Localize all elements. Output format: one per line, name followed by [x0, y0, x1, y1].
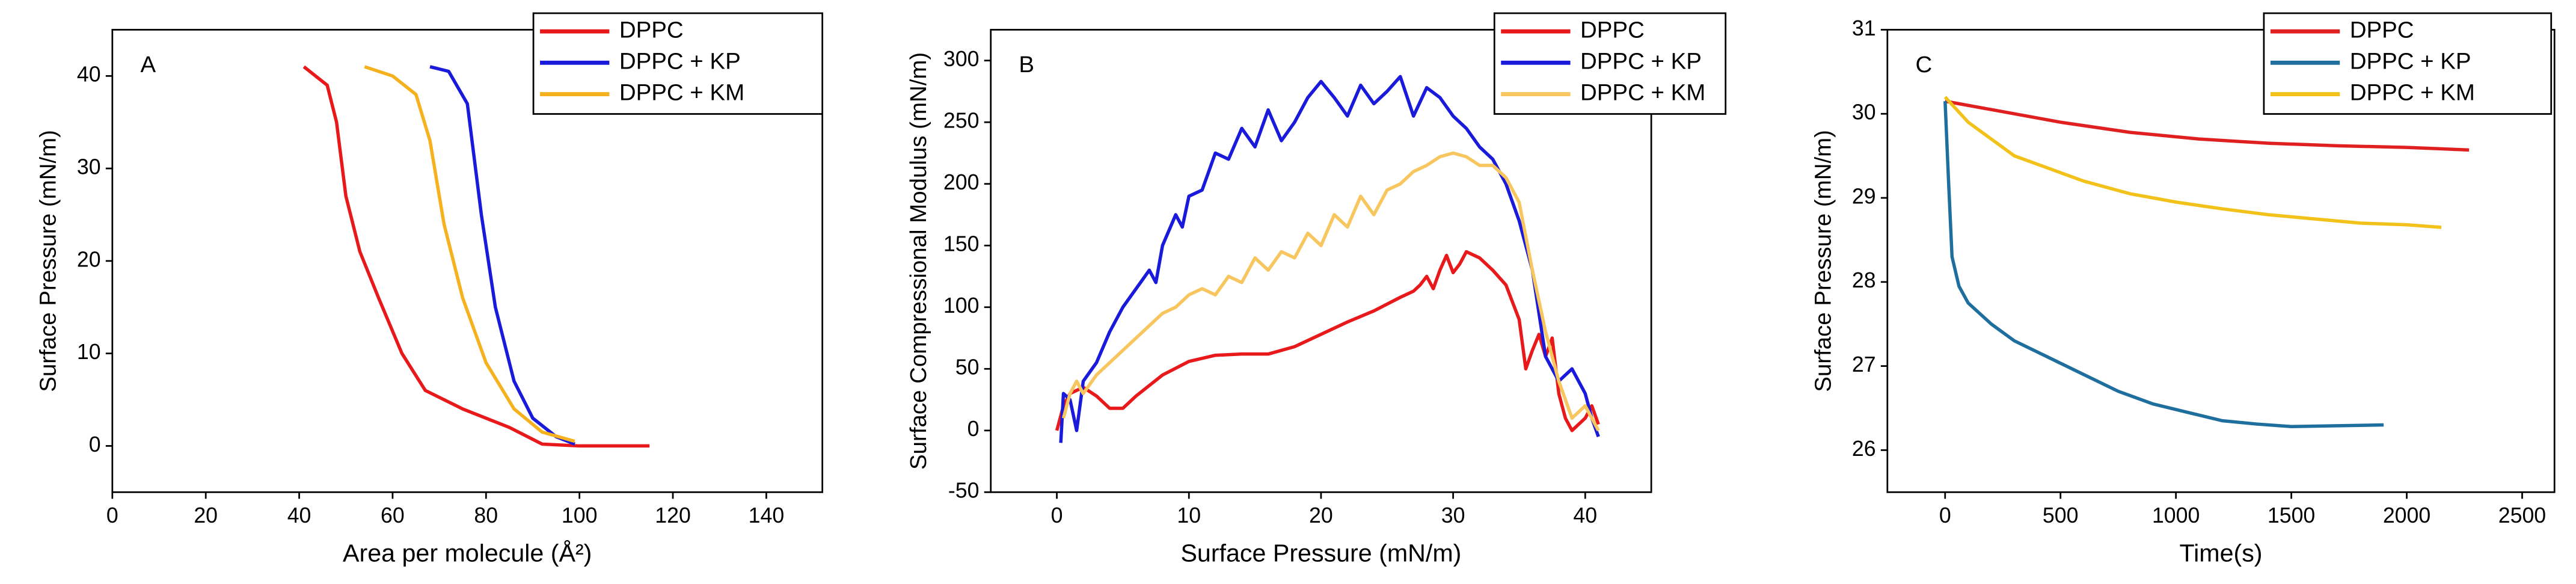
x-tick-label: 0 — [1051, 503, 1063, 527]
y-tick-label: 31 — [1852, 16, 1876, 40]
data-line — [302, 65, 650, 448]
x-tick-label: 1500 — [2268, 503, 2315, 527]
y-tick-label: 27 — [1852, 352, 1876, 377]
legend-label: DPPC + KP — [619, 49, 741, 75]
y-tick-label: 200 — [943, 170, 980, 194]
x-tick-label: 1000 — [2152, 503, 2200, 527]
x-tick-label: 20 — [194, 503, 218, 527]
plot-frame — [1886, 29, 2556, 493]
x-tick-label: 80 — [474, 503, 498, 527]
legend-label: DPPC + KM — [619, 80, 744, 106]
y-tick-label: 30 — [1852, 100, 1876, 124]
data-line — [429, 65, 575, 446]
y-axis-label: Surface Compressional Modulus (mN/m) — [906, 52, 931, 470]
x-tick-label: 0 — [106, 503, 118, 527]
y-tick-label: 26 — [1852, 437, 1876, 461]
x-tick-label: 120 — [655, 503, 691, 527]
legend-label: DPPC — [1580, 17, 1645, 43]
x-tick-label: 100 — [562, 503, 598, 527]
legend: DPPC DPPC + KP DPPC + KM — [532, 12, 823, 115]
legend-label: DPPC + KP — [2350, 49, 2471, 75]
y-tick-label: 20 — [77, 247, 101, 271]
x-axis-label: Surface Pressure (mN/m) — [1180, 539, 1461, 567]
legend: DPPC DPPC + KP DPPC + KM — [1493, 12, 1727, 115]
legend-label: DPPC + KM — [2350, 80, 2475, 106]
x-tick-label: 500 — [2043, 503, 2079, 527]
panel-label: C — [1915, 52, 1932, 78]
legend-label: DPPC — [2350, 17, 2414, 43]
y-tick-label: 300 — [943, 47, 980, 71]
y-tick-label: 40 — [77, 63, 101, 87]
data-line — [1943, 96, 2442, 229]
data-line — [1055, 250, 1600, 432]
x-tick-label: 2000 — [2383, 503, 2430, 527]
y-tick-label: 250 — [943, 109, 980, 133]
y-tick-label: 150 — [943, 232, 980, 256]
legend-label: DPPC + KM — [1580, 80, 1705, 106]
data-line — [364, 65, 575, 443]
x-tick-label: 140 — [749, 503, 785, 527]
panel-label: A — [141, 52, 156, 78]
legend-label: DPPC — [619, 17, 684, 43]
data-line — [1943, 101, 2384, 429]
y-tick-label: 0 — [89, 432, 101, 456]
x-tick-label: 20 — [1309, 503, 1333, 527]
legend: DPPC DPPC + KP DPPC + KM — [2263, 12, 2553, 115]
y-tick-label: 100 — [943, 294, 980, 318]
y-tick-label: 50 — [955, 355, 980, 380]
y-axis-label: Surface Pressure (mN/m) — [1811, 130, 1836, 392]
x-axis-label: Area per molecule (Å²) — [343, 539, 592, 567]
y-tick-label: 30 — [77, 155, 101, 179]
y-tick-label: 10 — [77, 340, 101, 364]
y-tick-label: -50 — [948, 479, 980, 503]
x-tick-label: 40 — [287, 503, 311, 527]
data-line — [1945, 99, 2470, 152]
x-tick-label: 0 — [1939, 503, 1951, 527]
y-axis-label: Surface Pressure (mN/m) — [35, 130, 61, 392]
panel-label: B — [1019, 52, 1034, 78]
legend-label: DPPC + KP — [1580, 49, 1702, 75]
x-tick-label: 30 — [1441, 503, 1465, 527]
x-tick-label: 2500 — [2498, 503, 2546, 527]
data-line — [1061, 151, 1600, 432]
y-tick-label: 29 — [1852, 184, 1876, 208]
x-axis-label: Time(s) — [2179, 539, 2262, 567]
y-tick-label: 0 — [968, 417, 980, 441]
data-line — [1059, 75, 1600, 443]
x-tick-label: 60 — [381, 503, 405, 527]
x-tick-label: 10 — [1177, 503, 1201, 527]
x-tick-label: 40 — [1573, 503, 1597, 527]
y-tick-label: 28 — [1852, 268, 1876, 292]
